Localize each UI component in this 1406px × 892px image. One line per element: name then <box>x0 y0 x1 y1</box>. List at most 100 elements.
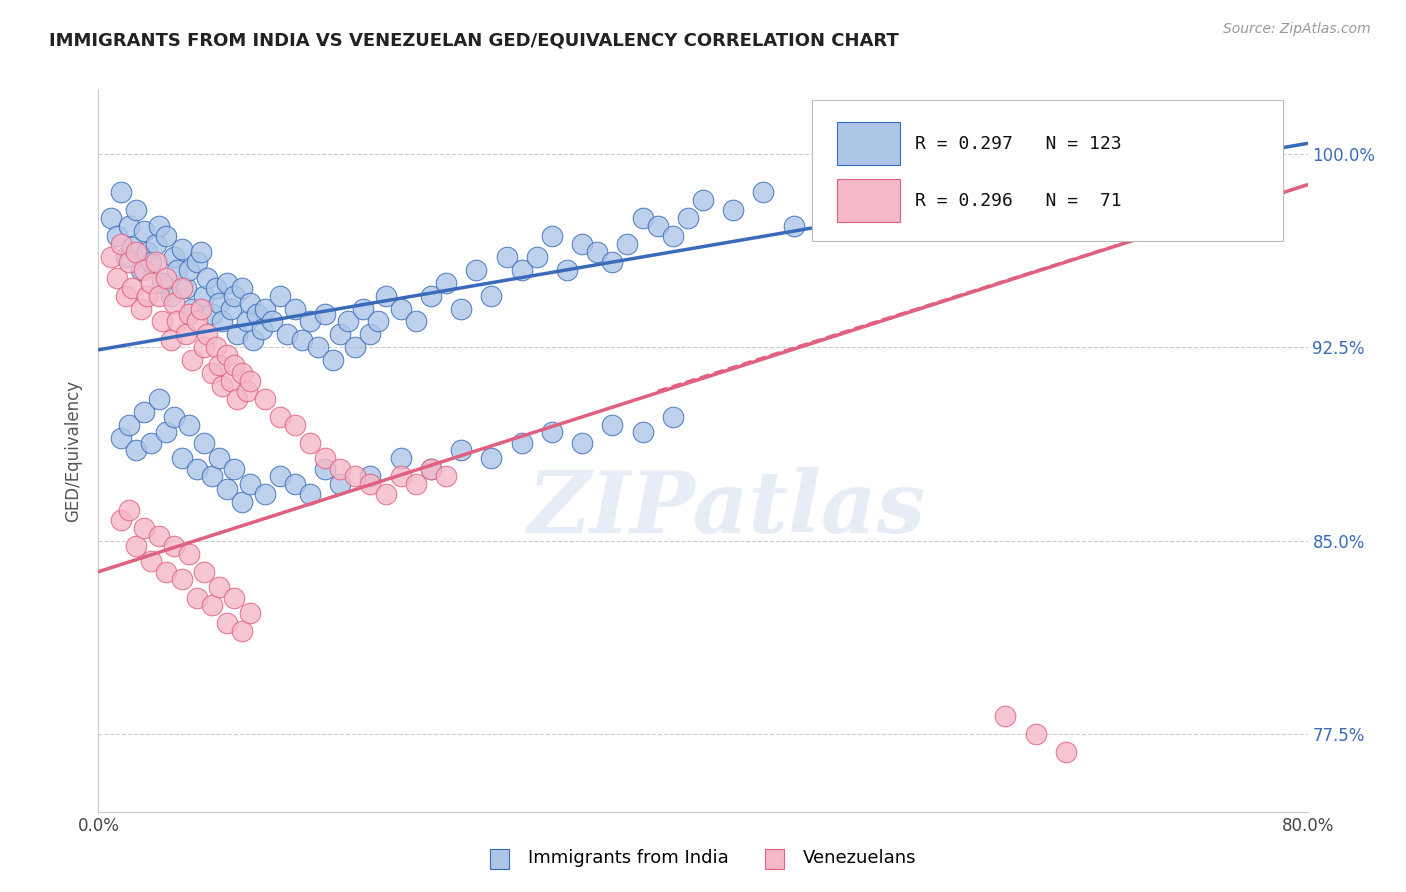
Point <box>224 461 246 475</box>
Point <box>676 211 699 226</box>
Point <box>242 333 264 347</box>
Point <box>314 307 336 321</box>
Point <box>181 301 204 316</box>
Point <box>571 435 593 450</box>
Point <box>105 270 128 285</box>
Point <box>148 528 170 542</box>
Point <box>186 255 208 269</box>
Point <box>450 301 472 316</box>
Point <box>148 392 170 406</box>
Point <box>420 288 443 302</box>
Point <box>155 425 177 440</box>
Point <box>118 219 141 233</box>
Point <box>374 288 396 302</box>
Point <box>193 340 215 354</box>
Point <box>145 237 167 252</box>
Point <box>299 314 322 328</box>
Point <box>215 348 238 362</box>
Point <box>284 477 307 491</box>
Point <box>208 451 231 466</box>
Point <box>269 288 291 302</box>
Point <box>586 244 609 259</box>
Point <box>215 482 238 496</box>
Point <box>299 435 322 450</box>
Point <box>110 237 132 252</box>
Point <box>114 250 136 264</box>
Point <box>179 417 201 432</box>
Point <box>141 554 163 568</box>
Point <box>132 224 155 238</box>
Point <box>276 327 298 342</box>
Point <box>405 477 427 491</box>
Point <box>367 314 389 328</box>
Point <box>253 487 276 501</box>
Point <box>148 288 170 302</box>
Point <box>844 186 866 200</box>
Point <box>752 186 775 200</box>
Point <box>540 229 562 244</box>
Point <box>226 327 249 342</box>
Point <box>253 392 276 406</box>
Point <box>322 353 344 368</box>
Point <box>193 435 215 450</box>
Point <box>360 327 382 342</box>
FancyBboxPatch shape <box>837 121 900 165</box>
Point <box>374 487 396 501</box>
Point <box>307 340 329 354</box>
Point <box>132 263 155 277</box>
Point <box>190 244 212 259</box>
Point <box>132 521 155 535</box>
Point <box>221 374 243 388</box>
FancyBboxPatch shape <box>837 178 900 222</box>
Y-axis label: GED/Equivalency: GED/Equivalency <box>65 379 83 522</box>
Point <box>262 314 284 328</box>
Point <box>160 288 183 302</box>
Point <box>420 461 443 475</box>
Point <box>132 405 155 419</box>
Point <box>224 288 246 302</box>
Point <box>873 193 896 207</box>
Point <box>163 539 186 553</box>
Point <box>723 203 745 218</box>
Point <box>193 288 215 302</box>
Point <box>121 281 143 295</box>
Point <box>125 539 148 553</box>
Point <box>269 409 291 424</box>
Point <box>150 276 173 290</box>
Point <box>179 547 201 561</box>
Point <box>135 244 157 259</box>
Point <box>208 296 231 310</box>
Point <box>904 203 927 218</box>
Point <box>155 270 177 285</box>
Point <box>239 296 262 310</box>
Point <box>329 327 352 342</box>
Point <box>208 359 231 373</box>
Point <box>250 322 273 336</box>
Text: Source: ZipAtlas.com: Source: ZipAtlas.com <box>1223 22 1371 37</box>
Point <box>299 487 322 501</box>
Point <box>344 340 367 354</box>
Point <box>420 461 443 475</box>
Point <box>110 513 132 527</box>
Point <box>661 409 683 424</box>
Point <box>329 477 352 491</box>
Point <box>231 495 253 509</box>
Point <box>179 307 201 321</box>
Point <box>170 281 193 295</box>
Point <box>481 451 503 466</box>
Point <box>510 435 533 450</box>
Point <box>344 469 367 483</box>
Point <box>526 250 548 264</box>
Point <box>114 288 136 302</box>
Point <box>193 565 215 579</box>
Point <box>118 417 141 432</box>
Point <box>450 443 472 458</box>
Point <box>465 263 488 277</box>
Point <box>135 288 157 302</box>
Point <box>495 250 517 264</box>
Point <box>231 281 253 295</box>
Point <box>1054 167 1077 181</box>
Point <box>145 255 167 269</box>
Point <box>174 327 197 342</box>
Point <box>360 477 382 491</box>
